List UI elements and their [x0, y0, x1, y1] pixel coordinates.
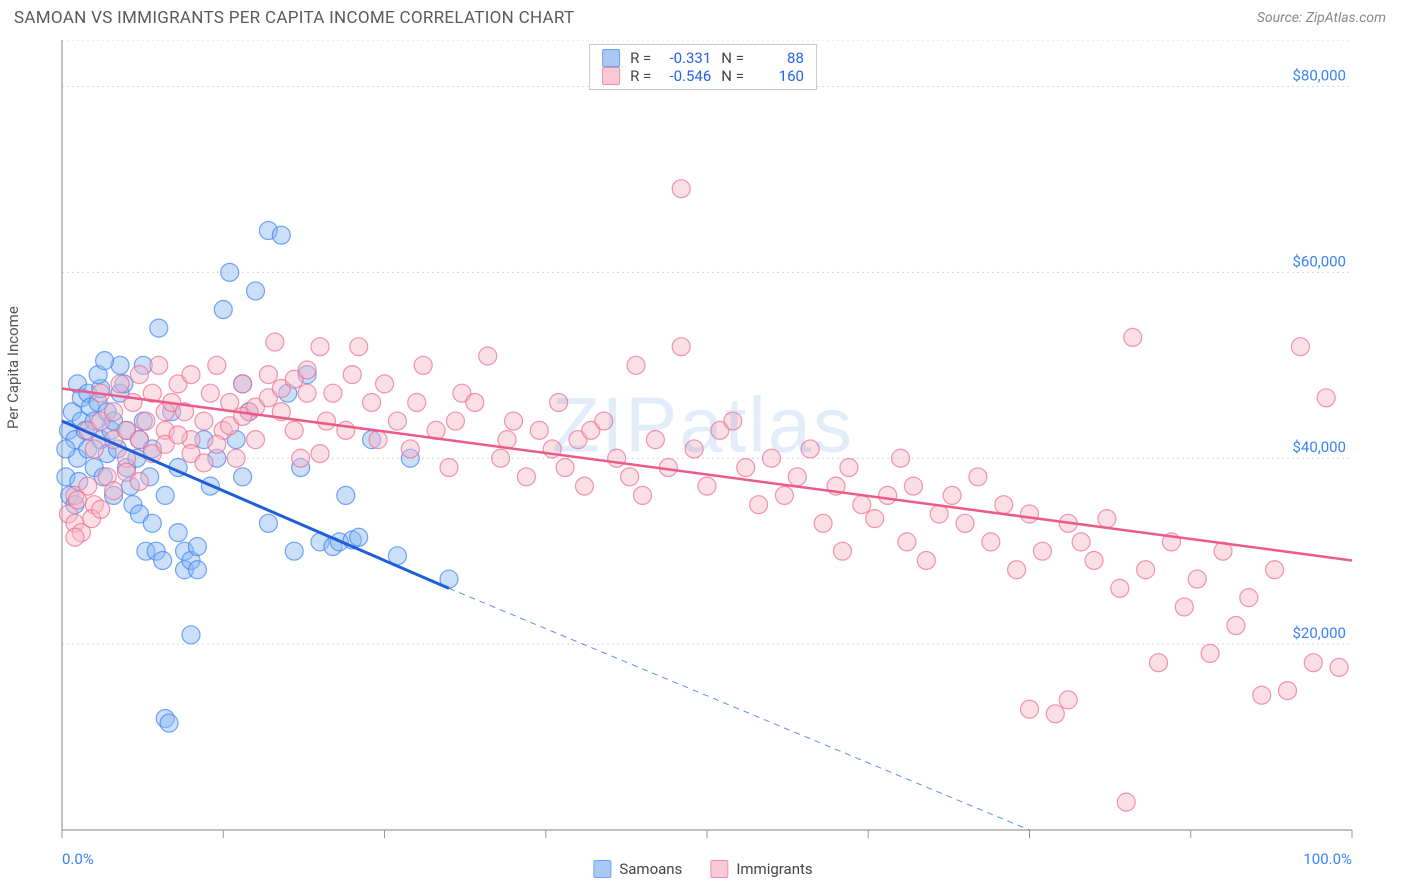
legend: Samoans Immigrants [593, 860, 812, 878]
legend-item-samoans: Samoans [593, 860, 682, 878]
source-attribution: Source: ZipAtlas.com [1257, 10, 1386, 26]
stat-n-label: N = [721, 67, 744, 85]
scatter-plot: $20,000 $40,000 $60,000 $80,000 [14, 40, 1392, 878]
svg-text:$60,000: $60,000 [1292, 252, 1346, 270]
svg-text:$20,000: $20,000 [1292, 624, 1346, 642]
stat-n-value: 88 [754, 49, 804, 67]
chart-container: Per Capita Income ZIPatlas $20,000$40,00… [14, 40, 1392, 878]
stat-n-label: N = [721, 49, 744, 67]
chart-title: SAMOAN VS IMMIGRANTS PER CAPITA INCOME C… [14, 8, 574, 28]
svg-text:$40,000: $40,000 [1292, 438, 1346, 456]
stat-r-value: -0.331 [661, 49, 711, 67]
y-axis-label: Per Capita Income [4, 306, 22, 429]
swatch-icon [593, 860, 611, 878]
legend-item-immigrants: Immigrants [710, 860, 812, 878]
swatch-icon [710, 860, 728, 878]
stat-r-value: -0.546 [661, 67, 711, 85]
legend-label: Immigrants [736, 860, 812, 878]
stat-r-label: R = [630, 67, 651, 85]
svg-text:$80,000: $80,000 [1292, 66, 1346, 84]
correlation-stats-box: R = -0.331 N = 88 R = -0.546 N = 160 [589, 44, 817, 90]
x-tick-label: 0.0% [62, 850, 94, 868]
stat-r-label: R = [630, 49, 651, 67]
x-tick-label: 100.0% [1303, 850, 1352, 868]
swatch-icon [602, 49, 620, 67]
stat-n-value: 160 [754, 67, 804, 85]
legend-label: Samoans [619, 860, 682, 878]
swatch-icon [602, 67, 620, 85]
